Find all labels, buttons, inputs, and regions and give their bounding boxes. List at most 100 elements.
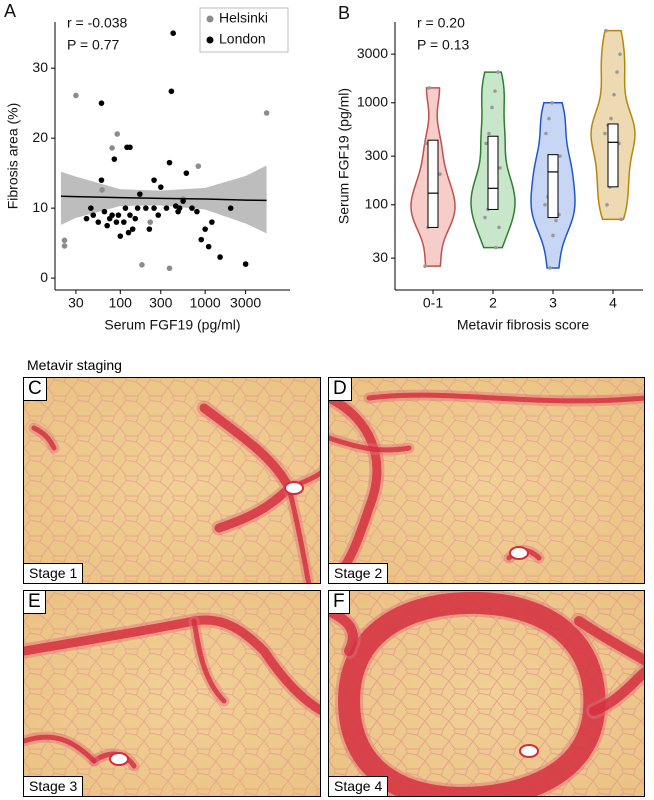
point bbox=[129, 226, 136, 232]
point bbox=[490, 105, 494, 110]
point bbox=[543, 202, 547, 207]
x-tick-label: 100 bbox=[109, 295, 133, 311]
histology-panel: E Stage 3 bbox=[23, 590, 321, 797]
point bbox=[61, 243, 68, 249]
point bbox=[554, 218, 558, 223]
point bbox=[155, 212, 162, 218]
point bbox=[603, 131, 607, 136]
point bbox=[427, 86, 431, 90]
x-tick-label: 1000 bbox=[190, 295, 221, 311]
x-axis-label: Serum FGF19 (pg/ml) bbox=[104, 317, 240, 333]
confidence-band bbox=[60, 165, 267, 234]
point bbox=[134, 205, 141, 211]
legend-label: London bbox=[219, 31, 266, 47]
point bbox=[127, 144, 133, 151]
charts: A 0 10 20 30 30 100 300 1000 3000 Serum FGF19 (pg/… bbox=[4, 1, 643, 333]
annotation: r = -0.038 bbox=[67, 15, 128, 31]
point bbox=[121, 219, 127, 225]
stage-label: Stage 1 bbox=[24, 563, 84, 583]
point bbox=[109, 145, 115, 151]
box bbox=[607, 123, 619, 188]
stage-label: Stage 2 bbox=[329, 563, 389, 583]
point bbox=[157, 184, 164, 190]
point bbox=[147, 219, 153, 225]
legend-marker bbox=[206, 15, 214, 23]
fibrosis bbox=[589, 666, 644, 716]
point bbox=[604, 28, 608, 33]
legend-box bbox=[199, 7, 289, 53]
y-tick-label: 0 bbox=[40, 269, 48, 285]
point bbox=[242, 261, 249, 267]
point bbox=[618, 52, 622, 56]
point bbox=[127, 212, 133, 218]
panel-letter: B bbox=[338, 3, 350, 23]
point bbox=[176, 205, 183, 211]
histology-title: Metavir staging bbox=[27, 357, 122, 373]
point bbox=[90, 212, 97, 218]
histology-panel: F Stage 4 bbox=[328, 590, 645, 797]
point bbox=[114, 131, 121, 137]
point bbox=[109, 212, 115, 218]
legend-marker bbox=[206, 36, 214, 44]
annotation: P = 0.77 bbox=[67, 37, 120, 53]
point bbox=[263, 110, 270, 116]
histology-image bbox=[24, 591, 320, 796]
point bbox=[558, 154, 562, 158]
fibrosis bbox=[191, 618, 227, 704]
cells bbox=[24, 378, 320, 583]
point bbox=[125, 229, 132, 236]
fibrosis bbox=[366, 392, 644, 404]
y-axis-label: Serum FGF19 (pg/ml) bbox=[336, 88, 352, 224]
x-tick-label: 30 bbox=[68, 295, 84, 311]
x-tick-label: 3000 bbox=[230, 295, 261, 311]
x-tick-label: 2 bbox=[489, 295, 497, 311]
vessel bbox=[519, 744, 539, 758]
annotation: r = 0.20 bbox=[417, 15, 465, 31]
point bbox=[146, 226, 153, 232]
legend-label: Helsinki bbox=[219, 10, 268, 26]
histology-panel: D Stage 2 bbox=[328, 377, 645, 584]
y-tick-label: 3000 bbox=[357, 45, 388, 61]
y-tick-label: 10 bbox=[32, 199, 48, 215]
x-tick-label: 300 bbox=[149, 295, 173, 311]
point bbox=[619, 217, 623, 222]
point bbox=[195, 163, 202, 169]
x-axis-label: Metavir fibrosis score bbox=[457, 317, 589, 333]
point bbox=[544, 131, 548, 136]
panel-letter: D bbox=[329, 378, 352, 401]
point bbox=[615, 70, 619, 74]
cells bbox=[329, 378, 644, 583]
fibrosis bbox=[574, 616, 644, 666]
y-axis-label: Fibrosis area (%) bbox=[5, 103, 21, 210]
point bbox=[163, 205, 170, 211]
x-tick-label: 4 bbox=[609, 295, 617, 311]
box bbox=[547, 154, 559, 219]
point bbox=[117, 233, 124, 239]
fibrosis bbox=[24, 734, 97, 764]
point bbox=[494, 245, 498, 250]
point bbox=[101, 208, 108, 215]
point bbox=[605, 202, 609, 207]
annotation: P = 0.13 bbox=[417, 37, 470, 53]
point bbox=[217, 254, 223, 260]
y-tick-label: 100 bbox=[365, 195, 389, 211]
point bbox=[166, 265, 173, 272]
point bbox=[137, 191, 143, 197]
point bbox=[143, 205, 149, 211]
point bbox=[61, 237, 68, 244]
point bbox=[122, 205, 129, 211]
point bbox=[104, 222, 110, 229]
panel-letter: C bbox=[24, 378, 47, 401]
point bbox=[209, 219, 215, 225]
point bbox=[498, 166, 502, 170]
fibrosis bbox=[24, 615, 320, 716]
stage-label: Stage 3 bbox=[24, 776, 84, 796]
point bbox=[612, 92, 616, 97]
histology-image bbox=[329, 591, 644, 796]
panel-letter: E bbox=[24, 591, 46, 614]
y-tick-label: 30 bbox=[32, 59, 48, 75]
point bbox=[487, 131, 491, 136]
point bbox=[99, 187, 105, 193]
point bbox=[98, 100, 105, 106]
point bbox=[548, 266, 552, 270]
